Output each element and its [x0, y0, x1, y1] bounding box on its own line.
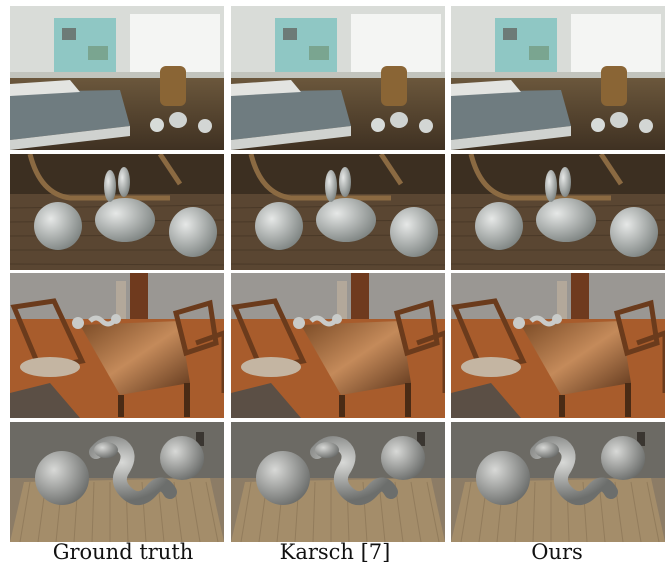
caption-karsch: Karsch [7] [279, 540, 391, 564]
render-dining-closeup-karsch [231, 422, 445, 542]
image-dining-wide-ours [451, 273, 665, 418]
image-dining-wide-ground-truth [10, 273, 224, 418]
render-dining-wide-ours [451, 273, 665, 418]
image-bedroom-closeup-karsch [231, 154, 445, 270]
image-bedroom-closeup-ground-truth [10, 154, 224, 270]
image-dining-closeup-ours [451, 422, 665, 542]
image-bedroom-closeup-ours [451, 154, 665, 270]
render-bedroom-wide-ground-truth [10, 6, 224, 150]
image-dining-closeup-ground-truth [10, 422, 224, 542]
render-bedroom-closeup-karsch [231, 154, 445, 270]
image-bedroom-wide-ground-truth [10, 6, 224, 150]
render-dining-wide-ground-truth [10, 273, 224, 418]
render-bedroom-wide-ours [451, 6, 665, 150]
render-bedroom-closeup-ours [451, 154, 665, 270]
caption-ours: Ours [531, 540, 583, 564]
render-dining-closeup-ground-truth [10, 422, 224, 542]
caption-ground-truth: Ground truth [52, 540, 194, 564]
image-bedroom-wide-ours [451, 6, 665, 150]
image-bedroom-wide-karsch [231, 6, 445, 150]
render-dining-closeup-ours [451, 422, 665, 542]
image-dining-wide-karsch [231, 273, 445, 418]
render-bedroom-wide-karsch [231, 6, 445, 150]
column-captions: Ground truth Karsch [7] Ours [0, 540, 671, 570]
image-dining-closeup-karsch [231, 422, 445, 542]
render-dining-wide-karsch [231, 273, 445, 418]
render-bedroom-closeup-ground-truth [10, 154, 224, 270]
